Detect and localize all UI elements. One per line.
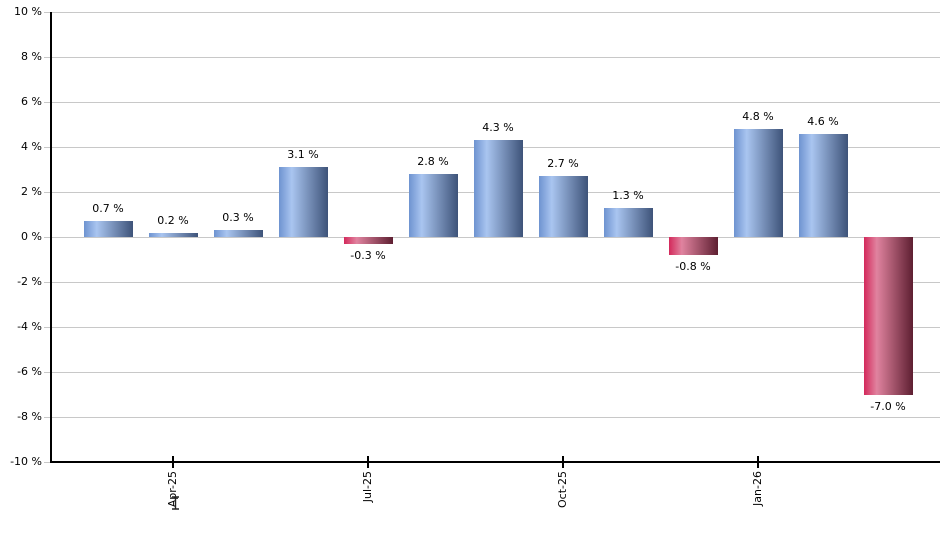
positive-bar: [733, 129, 783, 237]
y-axis-tick-label: -4 %: [17, 320, 42, 333]
bar-value-label: -7.0 %: [870, 399, 906, 413]
positive-bar: [213, 230, 263, 237]
x-axis-tick-label: Oct-25: [556, 471, 569, 508]
gridline: [44, 372, 940, 373]
y-axis-tick-label: -2 %: [17, 275, 42, 288]
positive-bar: [148, 232, 198, 237]
gridline: [44, 282, 940, 283]
gridline: [44, 237, 940, 238]
bar-value-label: 4.3 %: [482, 121, 514, 135]
y-axis-tick-label: 8 %: [21, 50, 42, 63]
y-axis-tick-label: 10 %: [14, 5, 42, 18]
positive-bar: [538, 176, 588, 237]
gridline: [44, 102, 940, 103]
y-axis-tick-label: -8 %: [17, 410, 42, 423]
x-axis-tick-label: Jan-26: [751, 471, 764, 506]
gridline: [44, 327, 940, 328]
bar-value-label: 0.2 %: [157, 213, 189, 227]
y-axis-line: [50, 12, 52, 463]
y-axis-tick-label: 0 %: [21, 230, 42, 243]
bar-value-label: 4.8 %: [742, 110, 774, 123]
y-axis-tick-label: 2 %: [21, 185, 42, 198]
ibeam-text-cursor-icon: [171, 496, 180, 513]
positive-bar: [408, 174, 458, 237]
bar-value-label: -0.3 %: [350, 248, 386, 262]
negative-bar: [668, 237, 718, 255]
positive-bar: [278, 167, 328, 237]
positive-bar: [473, 140, 523, 237]
bar-value-label: -0.8 %: [675, 260, 711, 273]
y-axis-tick-label: -6 %: [17, 365, 42, 378]
bar-value-label: 4.6 %: [807, 114, 839, 128]
y-axis-tick-label: -10 %: [10, 455, 42, 468]
positive-bar: [603, 207, 653, 237]
x-axis-tick: [172, 456, 174, 468]
x-axis-tick: [367, 456, 369, 468]
bar-value-label: 1.3 %: [612, 188, 644, 202]
positive-bar: [83, 221, 133, 237]
x-axis-line: [50, 461, 940, 463]
x-axis-tick: [562, 456, 564, 468]
positive-bar: [798, 133, 848, 237]
bar-value-label: 0.7 %: [92, 202, 124, 216]
negative-bar: [343, 237, 393, 244]
y-axis-tick-label: 4 %: [21, 140, 42, 153]
bar-value-label: 2.7 %: [547, 157, 579, 171]
x-axis-tick-label: Jul-25: [361, 471, 374, 503]
bar-value-label: 0.3 %: [222, 211, 254, 225]
gridline: [44, 57, 940, 58]
bar-value-label: 2.8 %: [417, 155, 449, 168]
bar-value-label: 3.1 %: [287, 148, 319, 162]
gridline: [44, 417, 940, 418]
gridline: [44, 12, 940, 13]
x-axis-tick: [757, 456, 759, 468]
y-axis-tick-label: 6 %: [21, 95, 42, 108]
negative-bar: [863, 237, 913, 395]
